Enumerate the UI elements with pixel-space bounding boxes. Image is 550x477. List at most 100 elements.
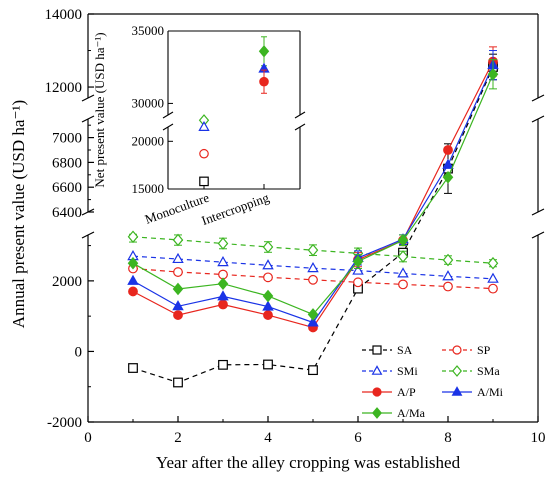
y-tick-label: 12000 (45, 80, 83, 96)
series-line (132, 66, 494, 384)
x-tick-label: 8 (444, 430, 452, 446)
main-series-group (127, 46, 499, 388)
inset-x-tick-label: Intercropping (199, 190, 271, 228)
data-point (307, 316, 319, 327)
inset-axis-break-mark (162, 123, 174, 131)
data-point (352, 255, 364, 268)
y-tick-label: 6600 (52, 180, 82, 196)
legend-marker (371, 365, 383, 375)
data-point (172, 282, 184, 296)
inset-y-axis-title: Net present value (USD ha⁻¹) (92, 32, 107, 187)
inset-y-tick-label: 15000 (132, 181, 165, 196)
data-point (217, 290, 229, 301)
legend-entry-a-p: A/P (362, 385, 416, 399)
y-tick-label: 6800 (52, 155, 82, 171)
data-point (397, 250, 409, 263)
data-point (262, 289, 274, 303)
inset-point-a-ma (258, 36, 270, 67)
data-point (263, 359, 273, 370)
x-axis-title: Year after the alley cropping was establ… (156, 453, 461, 472)
inset-axis-ticks (168, 30, 265, 190)
inset-y-tick-label: 35000 (132, 23, 165, 38)
data-point (307, 261, 319, 273)
inset-y-tick-label: 20000 (132, 133, 165, 148)
y-tick-label: 7000 (52, 131, 82, 147)
legend: SA SP SMi SMa A/P A/Mi A/Ma (362, 343, 504, 420)
data-point (262, 300, 274, 311)
inset-axis-break-mark (294, 111, 306, 119)
data-point (397, 233, 409, 247)
data-point (307, 308, 319, 321)
axis-break-mark (531, 94, 545, 102)
data-point (172, 252, 184, 264)
inset-axis-break-mark (294, 123, 306, 131)
legend-label: SP (477, 343, 491, 357)
data-point (127, 256, 139, 270)
data-point (127, 274, 139, 285)
inset-data-point (199, 176, 209, 187)
data-point (218, 359, 228, 370)
data-point (217, 256, 229, 267)
legend-marker (372, 387, 382, 397)
inset-point-sa (199, 176, 209, 187)
data-point (487, 67, 499, 81)
x-tick-label: 4 (264, 430, 272, 446)
data-point (218, 299, 228, 310)
data-point (173, 310, 183, 320)
axis-break-mark (81, 94, 95, 102)
y-tick-label: 6400 (52, 205, 82, 221)
legend-entry-sp: SP (442, 343, 491, 357)
legend-label: SMi (397, 364, 418, 378)
series-sp (128, 263, 498, 294)
inset-data-point (259, 76, 269, 87)
data-point (442, 158, 454, 169)
data-point (487, 272, 499, 283)
legend-marker (452, 345, 462, 355)
data-point (172, 233, 184, 247)
inset-data-point (198, 120, 210, 131)
data-point (217, 277, 229, 290)
data-point (488, 283, 498, 294)
data-point (308, 365, 318, 376)
series-smi (127, 250, 499, 283)
data-point (263, 310, 273, 320)
legend-entry-a-ma: A/Ma (362, 406, 426, 420)
y-tick-label: -2000 (47, 415, 82, 431)
data-point (308, 274, 318, 285)
data-point (398, 279, 408, 290)
data-point (307, 243, 319, 257)
legend-entry-sma: SMa (442, 364, 500, 378)
axis-break-mark (531, 231, 545, 239)
data-point (443, 281, 453, 292)
data-point (173, 267, 183, 277)
inset-point-sp (199, 148, 209, 159)
data-point (127, 230, 139, 244)
inset-background (168, 31, 300, 189)
axis-break-mark (81, 231, 95, 239)
legend-label: A/Mi (477, 385, 504, 399)
legend-label: A/Ma (397, 406, 426, 420)
inset-y-tick-label: 30000 (132, 95, 165, 110)
x-tick-label: 0 (84, 430, 92, 446)
data-point (442, 170, 454, 184)
data-point (443, 145, 453, 155)
main-plot-frame (81, 13, 545, 423)
y-axis-title: Annual present value (USD ha⁻¹) (9, 100, 28, 328)
data-point (442, 270, 454, 281)
legend-label: SA (397, 343, 413, 357)
inset-plot-frame (162, 30, 306, 190)
inset-data-point (258, 45, 270, 58)
data-point (172, 300, 184, 311)
inset-point-smi (198, 120, 210, 131)
data-point (353, 277, 363, 288)
data-point (128, 286, 138, 297)
inset-axis-break-mark (162, 111, 174, 119)
axis-break-mark (531, 208, 545, 216)
legend-marker (452, 365, 462, 377)
axis-break-mark (531, 115, 545, 123)
data-point (262, 240, 274, 254)
data-point (217, 237, 229, 250)
main-axis-ticks (87, 13, 539, 423)
x-tick-label: 10 (531, 430, 546, 446)
